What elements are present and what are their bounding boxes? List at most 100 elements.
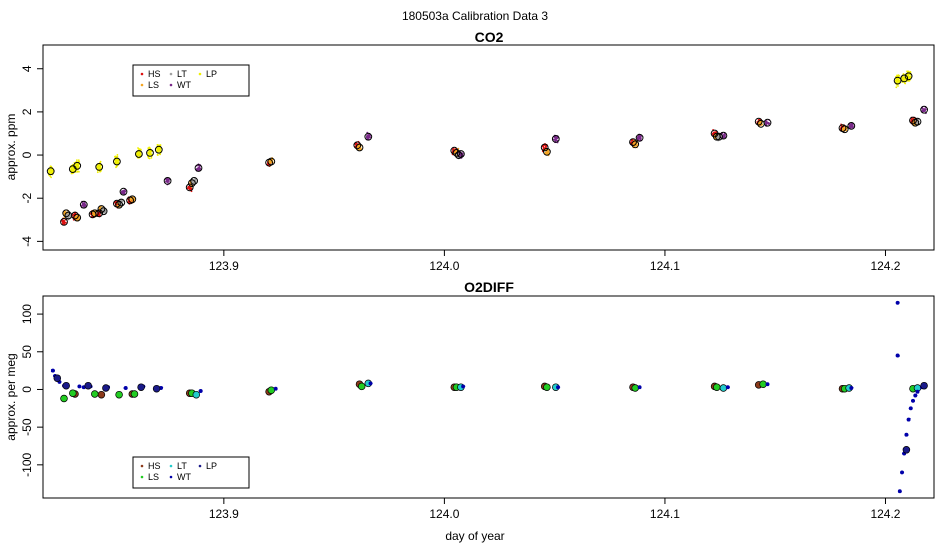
co2-ls-sample-dot — [99, 206, 101, 209]
o2diff-plot-frame — [42, 295, 935, 499]
co2-ls-point — [90, 209, 99, 218]
co2-lp-sample-dot — [909, 71, 912, 73]
co2-lp-sample-dot — [50, 165, 53, 168]
o2diff-legend-label-ls: LS — [148, 472, 159, 482]
co2-lp-sample-dot — [157, 150, 160, 153]
co2-wt-sample-dot — [923, 110, 925, 113]
co2-wt-sample-dot — [849, 123, 852, 126]
o2diff-legend-label-wt: WT — [177, 472, 191, 482]
co2-wt-sample-dot — [82, 204, 85, 207]
co2-ls-sample-dot — [632, 142, 635, 145]
o2diff-panel: O2DIFF approx. per meg 123.9 124.0 124.1 12… — [4, 279, 935, 521]
co2-lt-point — [99, 207, 108, 216]
co2-hs-sample-dot — [542, 144, 545, 147]
o2diff-y-axis-label: approx. per meg — [4, 353, 18, 440]
co2-lp-sample-dot — [116, 154, 119, 156]
co2-hs-sample-dot — [190, 187, 193, 190]
co2-ls-sample-dot — [547, 152, 550, 154]
o2diff-wt-point — [637, 385, 642, 390]
co2-lp-sample-dot — [99, 170, 102, 173]
o2diff-wt-point — [368, 381, 373, 386]
o2diff-ls-point — [759, 380, 767, 388]
o2diff-lp-point — [137, 383, 145, 391]
o2diff-wt-point — [461, 384, 466, 389]
co2-lp-sample-dot — [114, 161, 117, 164]
o2diff-legend-swatch-ls — [140, 475, 144, 479]
co2-lp-sample-dot — [74, 163, 77, 166]
co2-lt-sample-dot — [67, 212, 70, 215]
o2diff-y-tick-label: 100 — [20, 304, 34, 324]
co2-lp-sample-dot — [50, 169, 53, 172]
o2diff-panel-title: O2DIFF — [464, 279, 514, 295]
co2-ls-point — [97, 205, 106, 213]
co2-lp-sample-dot — [908, 73, 911, 75]
co2-lp-sample-dot — [896, 74, 898, 77]
co2-ls-sample-dot — [758, 122, 761, 124]
co2-lp-point — [46, 167, 55, 176]
co2-y-tick-label: 0 — [20, 151, 34, 158]
o2diff-wt-point — [897, 489, 902, 494]
x-axis-label: day of year — [445, 529, 504, 543]
co2-wt-sample-dot — [552, 138, 555, 141]
o2diff-ls-point — [543, 383, 551, 391]
co2-hs-sample-dot — [62, 219, 65, 222]
co2-lp-sample-dot — [156, 148, 159, 151]
co2-wt-point — [551, 135, 560, 143]
co2-wt-sample-dot — [637, 138, 640, 141]
co2-wt-sample-dot — [123, 189, 126, 192]
co2-lp-sample-dot — [909, 75, 912, 78]
co2-ls-point — [128, 195, 137, 204]
co2-hs-point — [353, 141, 362, 150]
co2-lp-point — [904, 72, 913, 81]
o2diff-ls-point — [713, 383, 721, 391]
co2-lp-sample-dot — [117, 161, 120, 164]
co2-lp-sample-dot — [903, 77, 905, 80]
co2-wt-point — [457, 150, 465, 158]
co2-wt-sample-dot — [366, 134, 369, 137]
co2-lp-sample-dot — [904, 82, 907, 85]
co2-wt-sample-dot — [168, 181, 170, 183]
co2-wt-sample-dot — [925, 108, 927, 111]
o2diff-x-tick-label: 124.0 — [429, 507, 459, 521]
co2-hs-point — [909, 116, 917, 125]
co2-ls-sample-dot — [268, 159, 271, 162]
co2-lp-sample-dot — [909, 76, 912, 79]
co2-lp-sample-dot — [115, 165, 118, 168]
co2-legend-label-ls: LS — [148, 80, 159, 90]
co2-lp-sample-dot — [148, 152, 151, 155]
co2-y-tick-label: 4 — [20, 65, 34, 72]
co2-hs-sample-dot — [452, 148, 454, 151]
co2-wt-sample-dot — [167, 179, 170, 182]
co2-legend-swatch-lp — [198, 72, 202, 76]
co2-lt-sample-dot — [69, 215, 71, 217]
co2-lp-sample-dot — [147, 157, 150, 159]
co2-hs-point — [185, 183, 194, 192]
co2-y-tick-label: 2 — [20, 108, 34, 115]
o2diff-wt-point — [765, 382, 770, 387]
co2-wt-point — [364, 132, 373, 141]
co2-wt-sample-dot — [768, 122, 771, 125]
co2-ls-sample-dot — [129, 199, 132, 202]
o2diff-x-tick-label: 123.9 — [209, 507, 239, 521]
o2diff-ls-point — [130, 390, 139, 398]
co2-ls-point — [73, 213, 82, 222]
co2-lp-sample-dot — [48, 170, 51, 173]
o2diff-wt-point — [725, 385, 730, 390]
o2diff-wt-point — [908, 406, 913, 411]
o2diff-wt-point — [77, 384, 82, 389]
co2-wt-sample-dot — [766, 122, 769, 125]
co2-lt-point — [117, 198, 126, 207]
co2-wt-point — [763, 118, 772, 127]
co2-hs-sample-dot — [187, 187, 190, 189]
co2-ls-sample-dot — [133, 196, 136, 199]
co2-x-tick-label: 124.2 — [870, 259, 900, 273]
o2diff-legend-label-hs: HS — [148, 461, 161, 471]
co2-ls-point — [355, 143, 364, 152]
co2-lp-sample-dot — [70, 169, 73, 171]
o2diff-wt-point — [123, 386, 128, 390]
co2-wt-sample-dot — [765, 123, 767, 126]
co2-lt-point — [913, 117, 922, 126]
co2-ls-point — [543, 147, 551, 156]
o2diff-ls-point — [69, 389, 77, 397]
co2-lp-sample-dot — [897, 81, 900, 83]
